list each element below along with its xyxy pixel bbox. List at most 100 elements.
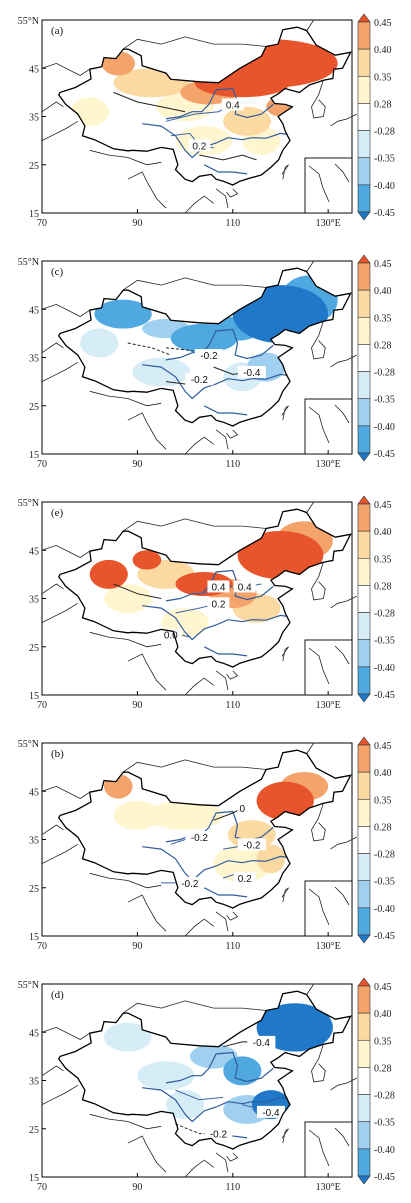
colorbar-label: 0.28 bbox=[374, 822, 392, 833]
river bbox=[142, 846, 288, 882]
contour-label: 0.4 bbox=[226, 100, 240, 111]
colorbar-label: 0.45 bbox=[374, 982, 392, 993]
correlation-patch bbox=[213, 844, 271, 883]
coastline bbox=[41, 120, 79, 141]
colorbar-label: 0.28 bbox=[374, 99, 392, 110]
colorbar-segment bbox=[357, 798, 371, 827]
colorbar-segment bbox=[357, 771, 371, 800]
colorbar-segment bbox=[357, 530, 371, 559]
map-panel-b: 0 -0.2 -0.2 0.2 -0.2 (b) 55°N 45 35 25 15 70 90 110 13… bbox=[0, 723, 411, 961]
correlation-patch bbox=[80, 328, 119, 358]
coastline bbox=[226, 1152, 239, 1162]
colorbar-segment bbox=[357, 585, 371, 613]
colorbar-label: -0.28 bbox=[374, 127, 395, 138]
colorbar-cap-top bbox=[357, 495, 371, 505]
colorbar-segment bbox=[357, 1067, 371, 1095]
contour-label: -0.2 bbox=[181, 879, 199, 890]
coastlines bbox=[41, 983, 357, 1178]
colorbar-segment bbox=[357, 130, 371, 159]
south-china-sea-inset bbox=[304, 398, 353, 455]
lat-tick-label: 45 bbox=[29, 787, 39, 798]
colorbar-segment bbox=[357, 907, 371, 936]
lon-tick-label: 110 bbox=[225, 218, 240, 229]
coastline bbox=[122, 759, 267, 773]
contour-label: -0.4 bbox=[262, 1108, 280, 1119]
inset-coastline bbox=[308, 163, 350, 203]
colorbar-label: -0.35 bbox=[374, 877, 395, 888]
colorbar-label: -0.28 bbox=[374, 850, 395, 861]
colorbar-segment bbox=[357, 371, 371, 400]
lon-tick-label: 90 bbox=[132, 941, 142, 952]
colorbar-cap-top bbox=[357, 13, 371, 23]
river bbox=[203, 405, 248, 416]
china-border bbox=[57, 508, 352, 668]
colorbar-segment bbox=[357, 262, 371, 291]
coastline bbox=[215, 911, 229, 932]
colorbar-cap-bottom bbox=[357, 1175, 371, 1185]
correlation-patch bbox=[223, 1056, 262, 1086]
colorbar-segment bbox=[357, 557, 371, 586]
coastline bbox=[215, 670, 229, 691]
coastline bbox=[41, 843, 79, 864]
colorbar-segment bbox=[357, 666, 371, 695]
lat-tick-label: 55°N bbox=[18, 257, 39, 268]
panel-label: (b) bbox=[51, 748, 64, 760]
inset-coastline bbox=[308, 886, 350, 926]
contour-line bbox=[199, 154, 257, 161]
coastline bbox=[311, 1044, 326, 1083]
lat-tick-label: 15 bbox=[29, 450, 39, 461]
colorbar-label: -0.40 bbox=[374, 663, 395, 674]
coastline bbox=[226, 670, 239, 680]
contour-label: 0.0 bbox=[164, 631, 178, 642]
colorbar-label: 0.45 bbox=[374, 259, 392, 270]
colorbar-segment bbox=[357, 289, 371, 318]
contour-line bbox=[113, 91, 186, 113]
contour-label: 0.2 bbox=[212, 599, 226, 610]
lat-tick-label: 25 bbox=[29, 1125, 39, 1136]
coastline bbox=[41, 101, 64, 113]
map-panel-a: 0.4 0.2 (a) 55°N 45 35 25 15 70 90 110 130°E 0.45 0.4… bbox=[0, 0, 411, 238]
panel-label: (d) bbox=[51, 989, 64, 1001]
coastline bbox=[41, 583, 64, 595]
lon-tick-label: 130°E bbox=[316, 1182, 341, 1193]
inset-coastline bbox=[308, 404, 350, 444]
coastline bbox=[281, 405, 289, 421]
colorbar-segment bbox=[357, 826, 371, 854]
coastline bbox=[41, 785, 90, 799]
coastline bbox=[41, 824, 64, 836]
contour-label-bg bbox=[204, 1127, 233, 1140]
colorbar-label: 0.35 bbox=[374, 72, 392, 83]
colorbar-segment bbox=[357, 985, 371, 1014]
lon-tick-label: 130°E bbox=[316, 941, 341, 952]
map-panel-d: -0.4 -0.4 -0.2 (d) 55°N 45 35 25 15 70 90 110 130°E 0… bbox=[0, 964, 411, 1202]
lat-tick-label: 25 bbox=[29, 643, 39, 654]
colorbar-segment bbox=[357, 425, 371, 454]
colorbar-label: 0.45 bbox=[374, 500, 392, 511]
rivers bbox=[142, 328, 288, 416]
coastline bbox=[184, 677, 214, 696]
correlation-patch bbox=[104, 584, 152, 613]
colorbar-segment bbox=[357, 1039, 371, 1068]
colorbar-label: 0.40 bbox=[374, 527, 392, 538]
coastline bbox=[306, 19, 315, 31]
contour-label: -0.2 bbox=[191, 833, 209, 844]
correlation-patch bbox=[237, 530, 324, 580]
colorbar-segment bbox=[357, 1094, 371, 1123]
correlation-patch bbox=[89, 559, 128, 589]
lon-tick-label: 70 bbox=[37, 459, 47, 470]
colorbar: 0.45 0.40 0.35 0.28 -0.28 -0.35 -0.40 -0.45 bbox=[357, 13, 395, 221]
coastline bbox=[311, 80, 326, 119]
colorbar-label: -0.45 bbox=[374, 931, 395, 942]
coastline bbox=[330, 113, 357, 127]
lat-tick-label: 25 bbox=[29, 402, 39, 413]
coastline bbox=[184, 918, 214, 937]
coastline bbox=[122, 1000, 267, 1014]
correlation-patch bbox=[132, 550, 162, 570]
colorbar-label: -0.35 bbox=[374, 636, 395, 647]
colorbar-label: -0.45 bbox=[374, 208, 395, 219]
south-china-sea-inset bbox=[304, 157, 353, 214]
contour-label: -0.2 bbox=[200, 351, 218, 362]
